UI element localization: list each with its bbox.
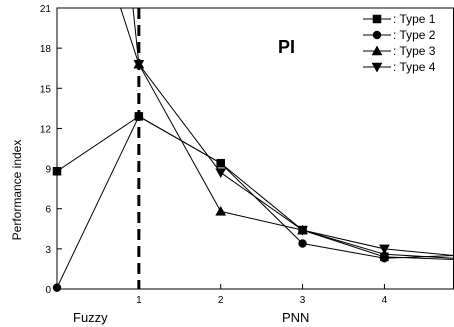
y-tick-label: 6 [45,205,51,216]
x-tick-label: 3 [300,295,306,306]
y-tick-label: 9 [45,165,51,176]
y-tick-label: 21 [40,4,52,15]
y-tick-label: 12 [40,124,52,135]
y-tick-label: 0 [45,285,51,296]
legend-label-type-1: : Type 1 [393,12,436,26]
legend-marker-type-4 [371,62,383,73]
series-line-type-1 [57,115,454,261]
x-tick-label: 2 [218,295,224,306]
pi-annotation: PI [278,37,295,57]
series-point-type-4 [378,244,390,255]
legend-label-type-4: : Type 4 [393,60,436,74]
series-point-type-4 [297,225,308,236]
y-tick-label: 3 [45,245,51,256]
y-axis-label: Performance index [10,140,24,241]
x-axis-label-fuzzy: Fuzzy [73,310,108,325]
y-tick-label: 18 [40,44,52,55]
series-point-type-2 [298,239,307,248]
x-tick-label: 4 [382,295,388,306]
series-point-type-4 [215,168,227,179]
series-line-type-4 [132,8,454,257]
y-tick-label: 15 [40,84,52,95]
legend: : Type 1 : Type 2 : Type 3 : Type 4 [363,12,436,74]
legend-marker-type-3 [371,45,383,56]
legend-marker-type-2 [372,30,382,40]
x-axis-label-pnn: PNN [282,310,309,325]
legend-label-type-3: : Type 3 [393,44,436,58]
series-line-type-3 [120,8,454,259]
series-point-type-2 [216,158,225,168]
x-tick-label: 1 [136,295,142,306]
series-line-type-2 [57,115,454,288]
series-point-type-3 [215,205,227,216]
legend-marker-type-1 [372,14,382,24]
legend-label-type-2: : Type 2 [393,28,436,42]
